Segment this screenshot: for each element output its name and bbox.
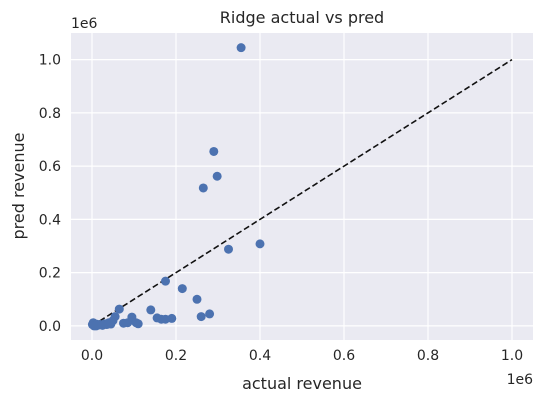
y-tick-labels: 0.0 0.2 0.4 0.6 0.8 1.0 (39, 53, 61, 335)
y-tick-label: 0.6 (39, 159, 61, 175)
x-tick-label: 1.0 (501, 348, 523, 364)
data-point (177, 284, 187, 294)
chart-title: Ridge actual vs pred (220, 8, 384, 27)
x-offset-label: 1e6 (507, 372, 534, 388)
y-offset-label: 1e6 (71, 16, 98, 32)
data-point (212, 171, 222, 181)
data-point (161, 276, 170, 286)
data-point (146, 305, 156, 315)
data-point (255, 239, 265, 249)
data-point (110, 312, 120, 322)
data-point (224, 244, 233, 254)
data-point (198, 183, 208, 193)
x-axis-label: actual revenue (242, 374, 362, 393)
data-point (167, 313, 177, 323)
x-tick-label: 0.0 (81, 348, 103, 364)
y-tick-label: 0.2 (39, 266, 61, 282)
data-point (92, 319, 102, 329)
x-tick-label: 0.4 (249, 348, 271, 364)
y-tick-label: 0.0 (39, 319, 61, 335)
x-tick-label: 0.2 (165, 348, 187, 364)
data-point (209, 146, 219, 156)
y-axis-label: pred revenue (9, 133, 28, 240)
data-point (192, 294, 202, 304)
plot-background (71, 33, 533, 340)
data-point (205, 309, 215, 319)
y-tick-label: 0.8 (39, 106, 61, 122)
y-tick-label: 1.0 (39, 53, 61, 69)
data-point (133, 319, 143, 329)
data-points (87, 43, 265, 331)
x-tick-label: 0.6 (333, 348, 355, 364)
data-point (196, 312, 206, 322)
data-point (236, 43, 246, 53)
y-tick-label: 0.4 (39, 212, 61, 228)
grid (71, 33, 533, 340)
x-tick-labels: 0.0 0.2 0.4 0.6 0.8 1.0 (81, 348, 523, 364)
data-point (114, 304, 124, 314)
x-tick-label: 0.8 (417, 348, 439, 364)
